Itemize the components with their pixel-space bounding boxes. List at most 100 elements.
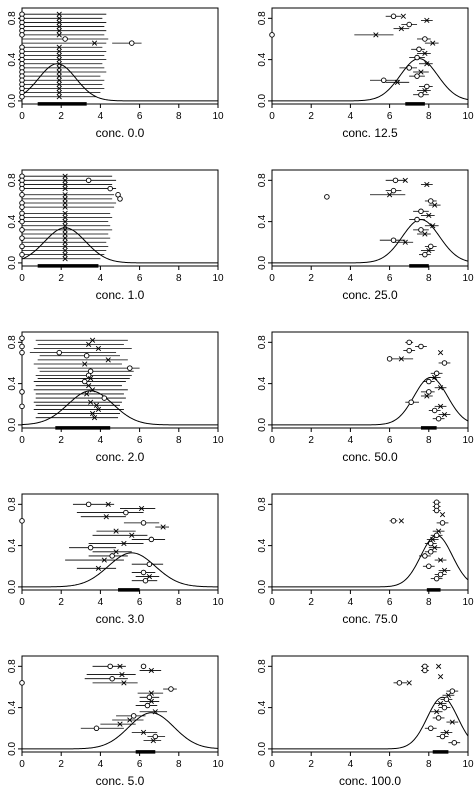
data-point-circle [19, 243, 25, 250]
x-tick-label: 0 [269, 435, 275, 446]
data-point-circle [406, 65, 412, 71]
x-stroke [121, 680, 127, 686]
x-stroke [62, 256, 68, 262]
y-tick-label: 0.8 [257, 11, 268, 25]
data-point-x [56, 56, 62, 63]
data-point-x [424, 17, 430, 24]
data-point-x [121, 540, 127, 547]
x-stroke [62, 227, 68, 233]
data-point-x [437, 557, 444, 563]
data-point-x [443, 729, 450, 736]
y-tick-label: 0.8 [7, 335, 18, 349]
data-point-x [148, 698, 154, 705]
data-point-circle [392, 177, 399, 184]
data-point-x [62, 256, 68, 262]
x-tick-label: 2 [308, 435, 314, 446]
data-point-x [56, 73, 62, 79]
x-tick-label: 10 [462, 111, 474, 122]
x-stroke [424, 17, 430, 24]
x-stroke [117, 663, 123, 669]
x-tick-label: 0 [269, 759, 275, 770]
x-stroke [86, 383, 92, 389]
data-point-x [56, 94, 62, 100]
x-tick-label: 0 [19, 273, 25, 284]
data-point-circle [19, 349, 25, 356]
x-stroke [56, 85, 62, 92]
data-point-x [119, 671, 125, 678]
x-stroke [424, 181, 430, 188]
x-tick-label: 4 [98, 273, 104, 284]
x-tick-label: 2 [308, 759, 314, 770]
density-curve [22, 712, 219, 750]
x-stroke [56, 48, 62, 54]
x-tick-label: 8 [426, 273, 432, 284]
data-point-x [62, 181, 68, 188]
data-point-circle [408, 399, 414, 405]
data-point-circle [324, 194, 330, 200]
data-point-x [89, 337, 96, 343]
data-point-circle [19, 227, 25, 233]
x-stroke [62, 196, 68, 202]
x-stroke [127, 717, 133, 723]
x-stroke [422, 50, 428, 57]
chart-panel: 0 2 4 6 8 10 0.0 0.4 0.8 conc. 0.0 [7, 7, 224, 140]
data-point-x [432, 202, 438, 208]
data-point-circle [418, 91, 424, 98]
x-stroke [56, 11, 62, 17]
x-tick-label: 0 [19, 597, 25, 608]
x-tick-label: 2 [58, 597, 64, 608]
chart-panel: 0 2 4 6 8 10 0.0 0.4 0.8 conc. 3.0 [7, 493, 224, 626]
y-tick-label: 0.0 [257, 256, 268, 270]
x-stroke [87, 399, 94, 405]
data-point-circle [422, 251, 428, 258]
data-point-x [86, 383, 92, 389]
data-point-x [62, 204, 68, 210]
data-point-circle [81, 378, 88, 385]
data-point-circle [146, 561, 153, 567]
data-point-circle [19, 32, 25, 38]
y-tick-label: 0.8 [7, 11, 18, 25]
data-point-x [441, 567, 448, 574]
x-stroke [87, 375, 94, 382]
data-point-circle [19, 185, 25, 192]
panel-xlabel: conc. 75.0 [342, 612, 398, 626]
x-tick-label: 4 [348, 273, 354, 284]
panel-xlabel: conc. 12.5 [342, 126, 398, 140]
data-point-x [62, 214, 68, 221]
x-stroke [62, 173, 68, 179]
data-point-x [418, 69, 424, 75]
x-tick-label: 8 [176, 111, 182, 122]
x-stroke [398, 26, 404, 32]
data-point-circle [19, 343, 25, 350]
data-point-x [87, 375, 94, 382]
data-point-circle [83, 352, 90, 359]
data-point-x [95, 406, 102, 413]
data-point-x [398, 518, 404, 524]
chart-panel: 0 2 4 6 8 10 0.0 0.4 0.8 conc. 50.0 [257, 331, 474, 464]
x-stroke [56, 28, 62, 34]
data-point-x [62, 210, 68, 216]
data-point-x [140, 729, 147, 736]
data-point-x [150, 738, 156, 744]
data-point-circle [437, 571, 444, 578]
x-tick-label: 0 [19, 111, 25, 122]
data-point-x [62, 252, 68, 258]
x-stroke [86, 341, 92, 348]
data-point-x [127, 717, 133, 723]
data-point-circle [435, 715, 442, 721]
x-stroke [437, 350, 444, 356]
data-point-x [56, 23, 62, 30]
x-stroke [56, 73, 62, 79]
data-point-x [56, 48, 62, 54]
x-stroke [89, 387, 96, 393]
data-point-x [62, 177, 68, 183]
x-tick-label: 6 [387, 111, 393, 122]
data-point-circle [390, 518, 397, 524]
x-stroke [91, 40, 98, 46]
data-point-circle [129, 40, 135, 46]
density-curve [21, 63, 218, 102]
x-tick-label: 0 [269, 111, 275, 122]
data-point-circle [140, 569, 147, 576]
data-point-circle [142, 577, 149, 584]
data-point-x [430, 40, 436, 46]
